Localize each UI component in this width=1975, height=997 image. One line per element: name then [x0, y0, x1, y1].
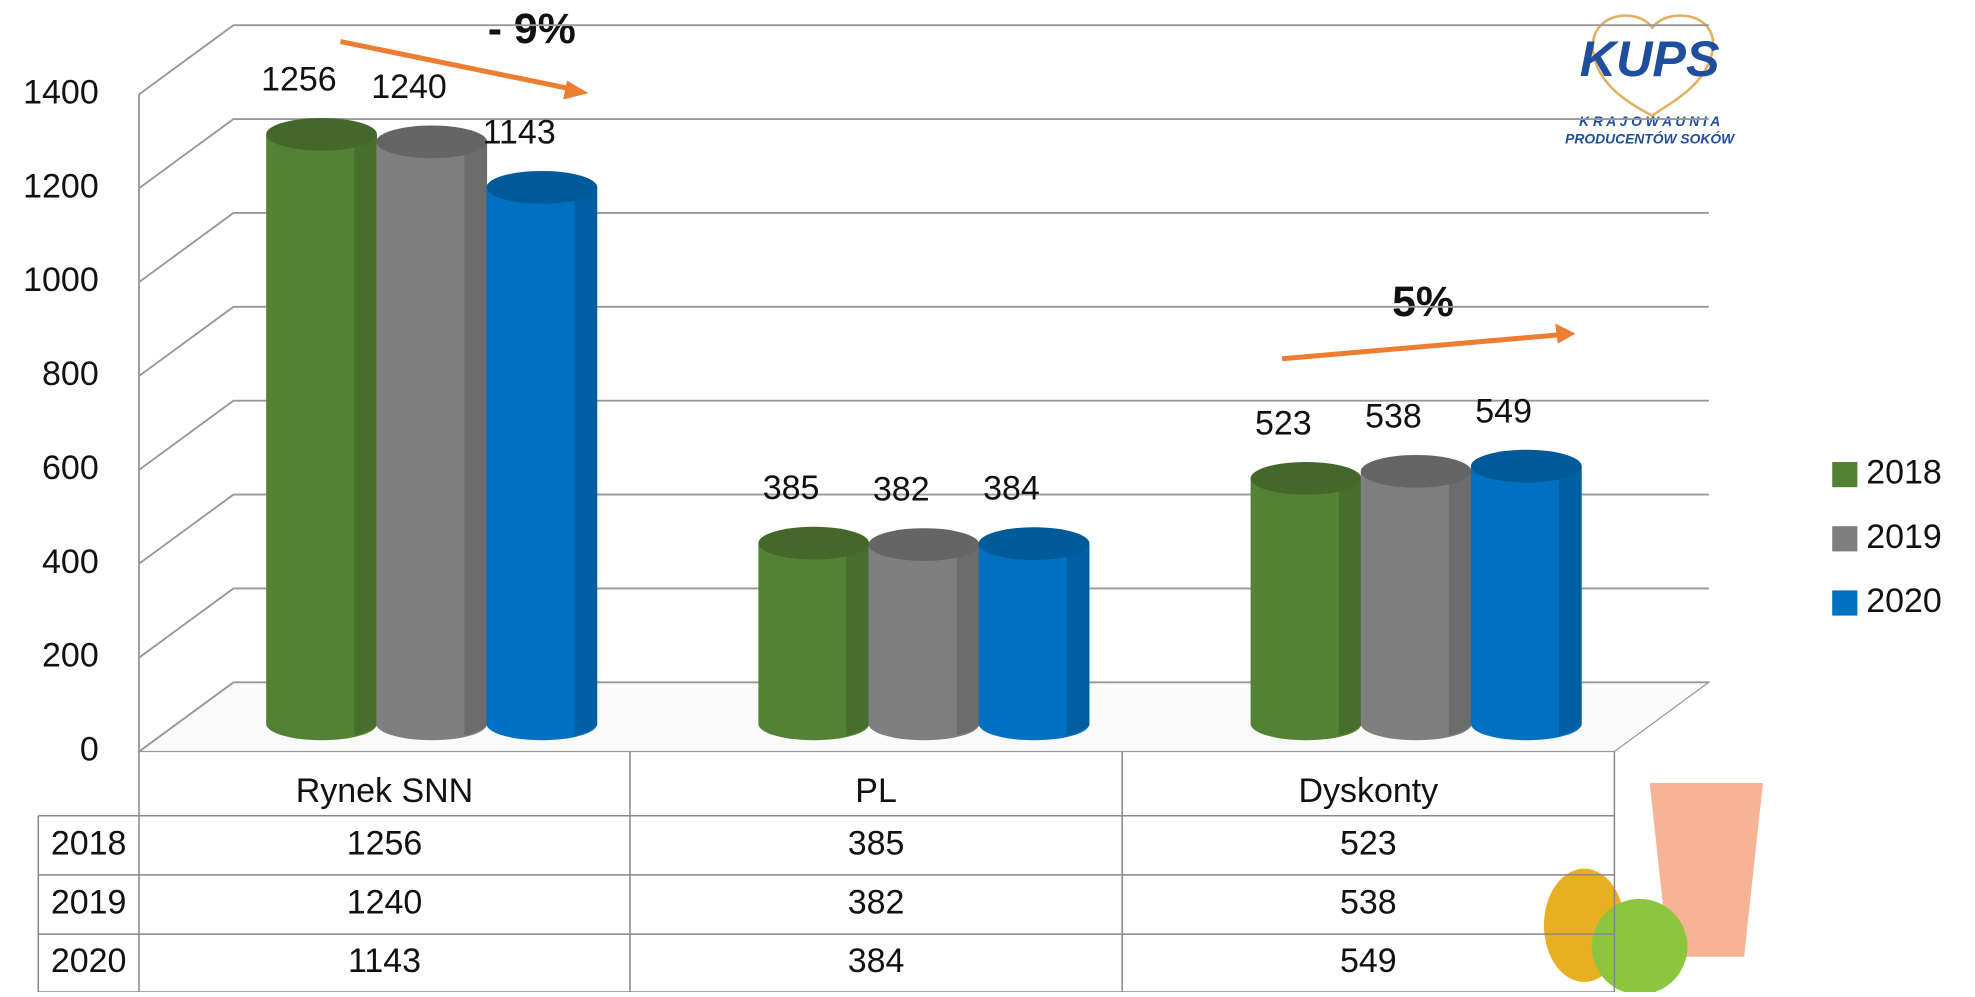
bar-top-shade [376, 125, 488, 159]
annotation: - 9% [488, 5, 576, 53]
trend-arrow [1281, 332, 1560, 362]
legend-swatch [1832, 590, 1858, 616]
bar-top-shade [868, 528, 980, 561]
grid-line [138, 399, 1709, 471]
table-cell: 385 [848, 824, 905, 862]
bar [1360, 471, 1472, 741]
bar [1250, 478, 1362, 741]
bar-top-shade [978, 527, 1090, 560]
bar [868, 544, 980, 741]
y-tick-label: 400 [42, 543, 99, 581]
bar [978, 543, 1090, 741]
bar-top [1250, 462, 1362, 495]
bar-top [758, 526, 870, 560]
y-tick-label: 600 [42, 449, 99, 487]
bar-top-shade [266, 117, 377, 151]
bar-top-shade [1470, 449, 1582, 483]
table-row-label: 2018 [51, 824, 127, 862]
value-label: 1256 [261, 60, 337, 98]
table-cell: 523 [1340, 824, 1397, 862]
y-tick-label: 1400 [23, 73, 99, 111]
bar-top [1360, 454, 1472, 488]
table-cell: 384 [848, 942, 905, 980]
value-label: 385 [763, 469, 820, 507]
table-cell: 1256 [347, 824, 423, 862]
y-tick-label: 1000 [23, 261, 99, 299]
trend-arrow [339, 39, 574, 92]
bar-shade [1338, 478, 1362, 736]
grid-line [138, 493, 1709, 565]
bar-top-shade [1360, 454, 1472, 488]
bar-shade [574, 187, 598, 736]
legend-label: 2020 [1866, 582, 1942, 620]
bar-top-shade [1250, 462, 1362, 495]
table-cell: 1143 [348, 942, 421, 980]
grid-line [138, 681, 1709, 753]
table-cell: 382 [848, 883, 905, 921]
y-tick-label: 200 [42, 637, 99, 675]
value-label: 1143 [483, 113, 556, 151]
x-tick-label: PL [855, 772, 897, 810]
bar-top [486, 170, 598, 204]
value-label: 523 [1255, 404, 1312, 442]
bar-shade [1448, 471, 1472, 736]
bar [1470, 466, 1582, 741]
grid-line [138, 24, 1709, 96]
x-tick-label: Rynek SNN [296, 772, 473, 810]
value-label: 384 [983, 470, 1040, 508]
logo-line: K R A J O W A U N I A [1579, 113, 1720, 129]
x-tick-label: Dyskonty [1298, 772, 1438, 810]
bar-shade [464, 141, 488, 736]
table-cell: 538 [1340, 883, 1397, 921]
grid-line [138, 118, 1709, 190]
arrow-head [563, 80, 589, 100]
bar-top-shade [486, 170, 598, 204]
legend-swatch [1832, 526, 1858, 552]
value-label: 538 [1365, 397, 1422, 435]
apple [1591, 898, 1688, 995]
logo-title: KUPS [1580, 30, 1720, 87]
table-row-label: 2020 [51, 942, 127, 980]
bar-shade [1559, 466, 1582, 736]
y-tick-label: 0 [80, 731, 99, 769]
logo-line: PRODUCENTÓW SOKÓW [1565, 129, 1736, 146]
bar-top [1470, 449, 1582, 483]
bar-shade [354, 134, 377, 736]
bar [486, 187, 598, 741]
bar-top [266, 117, 377, 151]
table-cell: 549 [1340, 942, 1397, 980]
legend-label: 2018 [1866, 454, 1942, 492]
table-row-label: 2019 [51, 883, 127, 921]
arrow-head [1555, 323, 1576, 344]
annotation: 5% [1392, 278, 1454, 326]
bar [266, 134, 377, 741]
legend-swatch [1832, 462, 1858, 488]
bar-top [978, 527, 1090, 560]
value-label: 549 [1475, 392, 1532, 430]
value-label: 382 [873, 471, 930, 509]
bar-shade [1066, 543, 1090, 736]
bar-shade [846, 543, 870, 736]
y-tick-label: 1200 [23, 167, 99, 205]
bar [376, 141, 488, 741]
bar-top-shade [758, 526, 870, 560]
table-cell: 1240 [347, 883, 423, 921]
bar-shade [956, 544, 980, 736]
logo-shape [1591, 14, 1715, 118]
value-label: 1240 [371, 68, 447, 106]
y-tick-label: 800 [42, 355, 99, 393]
bar [758, 543, 870, 741]
grid-line [138, 211, 1709, 283]
grid-line [138, 587, 1709, 659]
glass [1649, 783, 1763, 957]
bar-top [868, 528, 980, 561]
legend-label: 2019 [1866, 518, 1942, 556]
bar-top [376, 125, 488, 159]
grid-line [138, 305, 1709, 377]
